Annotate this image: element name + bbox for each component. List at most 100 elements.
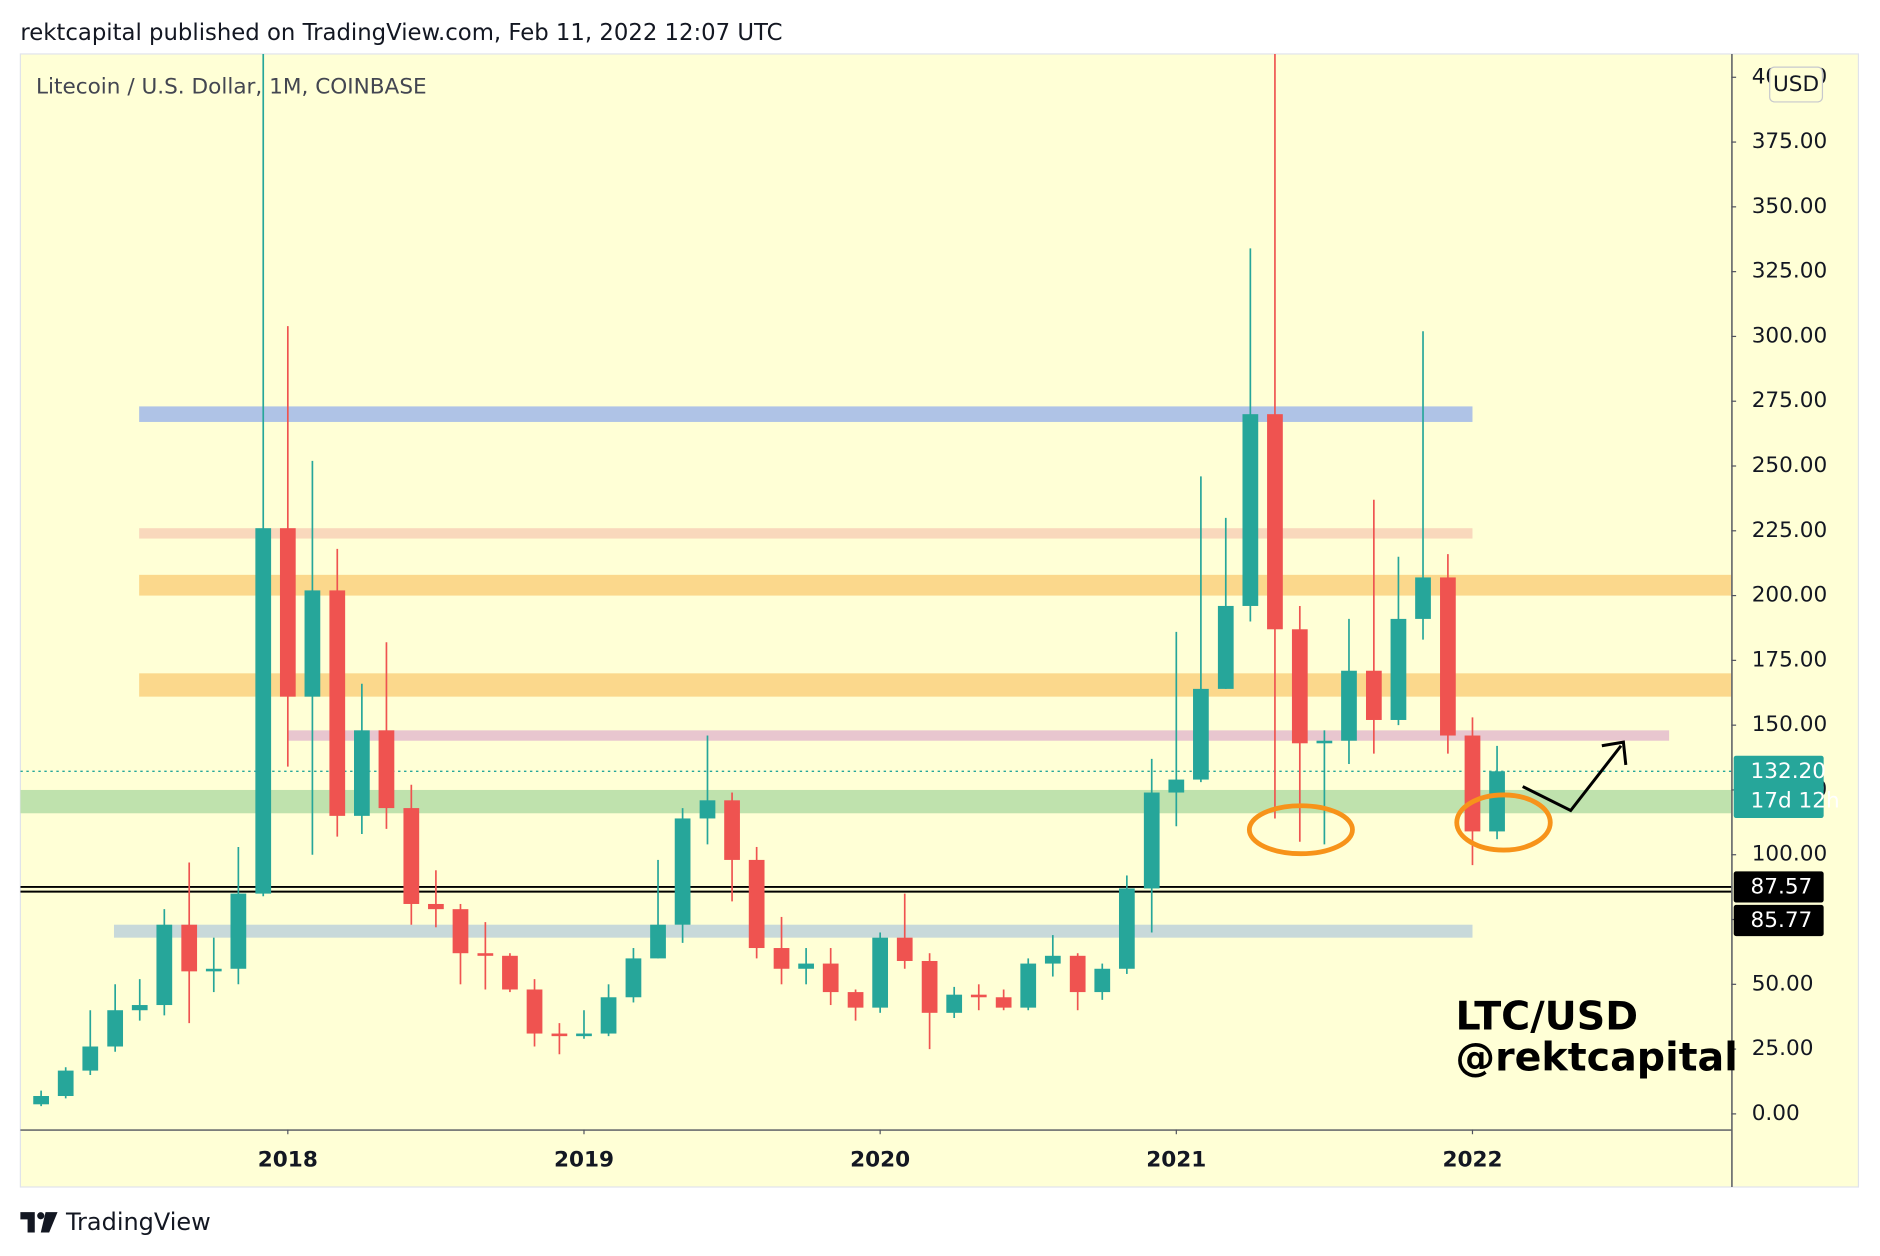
- projection-arrow: [1522, 744, 1623, 813]
- y-tick-label: 0.00: [1752, 1101, 1800, 1126]
- y-tick-label: 150.00: [1752, 712, 1828, 737]
- candle-body: [82, 1046, 99, 1071]
- candle-body: [1143, 792, 1160, 889]
- candle-body: [551, 1033, 568, 1037]
- candle-body: [946, 994, 963, 1013]
- candle-body: [1118, 888, 1135, 969]
- x-tick-label: 2020: [850, 1148, 910, 1173]
- zone: [139, 574, 1732, 596]
- candle-body: [1390, 618, 1407, 720]
- candle-body: [526, 989, 543, 1034]
- zone: [287, 730, 1670, 741]
- y-tick-label: 250.00: [1752, 453, 1828, 478]
- y-tick-label: 100.00: [1752, 842, 1828, 867]
- candle-body: [1168, 779, 1185, 793]
- candle-body: [1365, 670, 1382, 720]
- y-tick-label: 375.00: [1752, 129, 1828, 154]
- price-label-box: [1733, 755, 1824, 819]
- candle-body: [1341, 670, 1357, 741]
- price-label: 87.57: [1751, 875, 1813, 900]
- candle-body: [1069, 955, 1086, 993]
- zone: [139, 528, 1473, 539]
- candle-body: [304, 590, 321, 697]
- y-tick-label: 200.00: [1752, 583, 1828, 608]
- candle-body: [1193, 688, 1209, 780]
- candle-body: [1415, 577, 1431, 619]
- symbol-title: Litecoin / U.S. Dollar, 1M, COINBASE: [36, 75, 427, 100]
- candle-body: [748, 859, 765, 949]
- candle-body: [255, 528, 272, 894]
- candle-body: [970, 994, 987, 998]
- plot-area: [20, 53, 1732, 1107]
- candle-body: [822, 963, 839, 993]
- zone: [139, 406, 1473, 422]
- candle-body: [1044, 955, 1061, 964]
- candle-body: [896, 937, 913, 961]
- price-levels: 132.20 17d 12h 87.57 85.77: [1733, 755, 1840, 937]
- y-tick-label: 50.00: [1752, 971, 1814, 996]
- candle-body: [205, 968, 222, 972]
- candle-body: [452, 909, 469, 954]
- candle-body: [1267, 414, 1283, 630]
- candle-body: [600, 997, 617, 1034]
- candle-body: [1489, 771, 1505, 832]
- candle-body: [1316, 740, 1333, 744]
- candle-body: [502, 955, 518, 990]
- x-tick-label: 2018: [258, 1148, 318, 1173]
- candle-body: [773, 948, 790, 969]
- candle-body: [650, 924, 666, 959]
- price-label-box: [1733, 871, 1824, 903]
- candle-body: [403, 808, 420, 904]
- candle-body: [378, 730, 395, 809]
- candle-body: [724, 800, 740, 860]
- y-tick-label: 350.00: [1752, 194, 1828, 219]
- candle-body: [156, 924, 173, 1006]
- x-tick-label: 2022: [1442, 1148, 1502, 1173]
- x-tick-label: 2019: [554, 1148, 614, 1173]
- watermark-author: @rektcapital: [1456, 1034, 1738, 1080]
- x-tick-label: 2021: [1146, 1148, 1206, 1173]
- publish-header: rektcapital published on TradingView.com…: [20, 20, 782, 46]
- candle-body: [329, 590, 346, 816]
- tradingview-logo: [20, 1212, 58, 1233]
- zone: [113, 924, 1473, 938]
- candle-body: [798, 963, 814, 969]
- y-tick-label: 325.00: [1752, 259, 1828, 284]
- candle-body: [131, 1005, 148, 1011]
- watermark-pair: LTC/USD: [1456, 994, 1639, 1040]
- candle-body: [1217, 605, 1234, 689]
- candle-body: [847, 992, 864, 1008]
- candle-body: [674, 818, 691, 925]
- candle-body: [353, 730, 370, 816]
- y-tick-label: 25.00: [1752, 1036, 1814, 1061]
- footer-brand: TradingView: [65, 1208, 211, 1236]
- price-countdown: 17d 12h: [1751, 788, 1840, 813]
- candle-body: [872, 937, 889, 1008]
- candle-body: [230, 893, 247, 969]
- candle-body: [1094, 968, 1111, 993]
- candle-body: [477, 953, 494, 956]
- highlight-circle: [1246, 803, 1355, 857]
- candle-body: [181, 924, 198, 972]
- candle-body: [1464, 735, 1481, 832]
- candle-body: [995, 997, 1012, 1008]
- candle-body: [699, 800, 716, 819]
- candle-body: [279, 528, 296, 697]
- price-label-box: [1733, 904, 1824, 937]
- candle-body: [1440, 577, 1456, 736]
- candle-body: [576, 1033, 592, 1037]
- candle-body: [57, 1070, 74, 1097]
- y-tick-label: 225.00: [1752, 518, 1828, 543]
- candle-body: [107, 1010, 124, 1047]
- price-label: 85.77: [1751, 908, 1813, 933]
- candle-body: [625, 958, 642, 998]
- candle-body: [1242, 414, 1259, 606]
- candle-body: [921, 960, 938, 1013]
- zone: [139, 673, 1732, 697]
- y-tick-label: 175.00: [1752, 647, 1828, 672]
- currency-label: USD: [1773, 72, 1819, 97]
- candle-body: [1020, 963, 1037, 1008]
- candle-body: [1291, 629, 1308, 744]
- highlight-circle: [1454, 792, 1553, 853]
